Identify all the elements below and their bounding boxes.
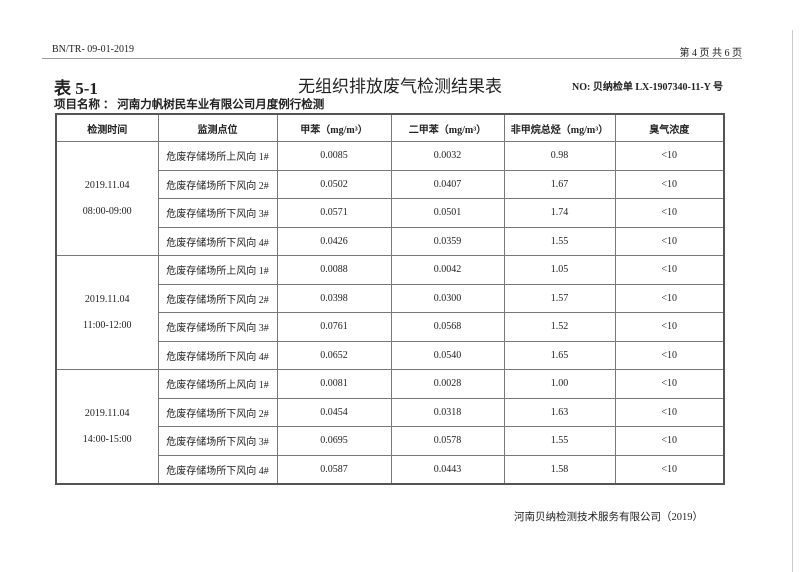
xylene-value: 0.0578	[390, 426, 505, 456]
page-title: 无组织排放废气检测结果表	[298, 77, 502, 96]
table-row: 危废存储场所下风向 2# 0.0454 0.0318 1.63 <10	[56, 397, 725, 427]
odor-value: <10	[614, 340, 725, 370]
column-header: 检测时间	[55, 113, 159, 142]
sampling-period: 08:00-09:00	[82, 205, 132, 217]
monitoring-point: 危废存储场所下风向 4#	[157, 340, 278, 370]
sampling-time-cell: 2019.11.04 11:00-12:00	[55, 255, 159, 370]
monitoring-point: 危废存储场所下风向 4#	[157, 454, 278, 485]
page-edge	[792, 30, 793, 572]
sampling-date: 2019.11.04	[84, 293, 130, 305]
odor-value: <10	[614, 226, 725, 256]
column-header: 二甲苯（mg/m³）	[390, 113, 505, 142]
monitoring-point: 危废存储场所下风向 2#	[157, 169, 278, 199]
header-divider	[42, 58, 742, 59]
xylene-value: 0.0540	[390, 340, 505, 370]
toluene-value: 0.0587	[276, 454, 392, 485]
nmhc-value: 1.65	[503, 340, 616, 370]
monitoring-point: 危废存储场所下风向 3#	[157, 312, 278, 342]
column-header: 甲苯（mg/m³）	[276, 113, 392, 142]
sampling-date: 2019.11.04	[84, 179, 130, 191]
sampling-period: 11:00-12:00	[82, 319, 132, 331]
xylene-value: 0.0359	[390, 226, 505, 256]
nmhc-value: 1.00	[503, 369, 616, 399]
monitoring-point: 危废存储场所下风向 3#	[157, 426, 278, 456]
monitoring-point: 危废存储场所下风向 4#	[157, 226, 278, 256]
odor-value: <10	[614, 312, 725, 342]
monitoring-point: 危废存储场所下风向 3#	[157, 198, 278, 228]
table-row: 危废存储场所下风向 2# 0.0398 0.0300 1.57 <10	[56, 283, 725, 313]
sampling-time-cell: 2019.11.04 14:00-15:00	[55, 369, 159, 485]
monitoring-point: 危废存储场所上风向 1#	[157, 141, 278, 171]
nmhc-value: 1.05	[503, 255, 616, 285]
toluene-value: 0.0571	[276, 198, 392, 228]
odor-value: <10	[614, 369, 725, 399]
xylene-value: 0.0032	[390, 141, 505, 171]
odor-value: <10	[614, 283, 725, 313]
sampling-date: 2019.11.04	[84, 407, 130, 419]
nmhc-value: 0.98	[503, 141, 616, 171]
sampling-period: 14:00-15:00	[82, 433, 132, 445]
table-number: 表 5-1	[54, 79, 98, 98]
monitoring-point: 危废存储场所下风向 2#	[157, 397, 278, 427]
table-header: 检测时间 监测点位 甲苯（mg/m³） 二甲苯（mg/m³） 非甲烷总烃（mg/m³）臭…	[55, 113, 725, 142]
table-row: 危废存储场所下风向 3# 0.0695 0.0578 1.55 <10	[56, 426, 725, 456]
nmhc-value: 1.67	[503, 169, 616, 199]
toluene-value: 0.0081	[276, 369, 392, 399]
results-table: 检测时间 监测点位 甲苯（mg/m³） 二甲苯（mg/m³） 非甲烷总烃（mg/m³）臭…	[55, 113, 725, 485]
monitoring-point: 危废存储场所上风向 1#	[157, 369, 278, 399]
nmhc-value: 1.55	[503, 226, 616, 256]
nmhc-value: 1.52	[503, 312, 616, 342]
table-row: 危废存储场所下风向 3# 0.0761 0.0568 1.52 <10	[56, 312, 725, 342]
toluene-value: 0.0695	[276, 426, 392, 456]
xylene-value: 0.0042	[390, 255, 505, 285]
report-number: NO: 贝纳检单 LX-1907340-11-Y 号	[571, 82, 723, 93]
toluene-value: 0.0454	[276, 397, 392, 427]
xylene-value: 0.0300	[390, 283, 505, 313]
xylene-value: 0.0501	[390, 198, 505, 228]
nmhc-value: 1.63	[503, 397, 616, 427]
xylene-value: 0.0568	[390, 312, 505, 342]
odor-value: <10	[614, 255, 725, 285]
column-header: 臭气浓度	[614, 113, 725, 142]
toluene-value: 0.0761	[276, 312, 392, 342]
nmhc-value: 1.57	[503, 283, 616, 313]
table-row: 2019.11.04 11:00-12:00 危废存储场所上风向 1# 0.0088 0…	[55, 255, 725, 370]
monitoring-point: 危废存储场所下风向 2#	[157, 283, 278, 313]
table-row: 危废存储场所下风向 4# 0.0426 0.0359 1.55 <10	[56, 226, 725, 256]
toluene-value: 0.0426	[276, 226, 392, 256]
odor-value: <10	[614, 169, 725, 199]
table-row: 2019.11.04 14:00-15:00 危废存储场所上风向 1# 0.0081 0…	[55, 369, 725, 485]
column-header: 非甲烷总烃（mg/m³）	[503, 113, 616, 142]
odor-value: <10	[614, 397, 725, 427]
odor-value: <10	[614, 426, 725, 456]
toluene-value: 0.0652	[276, 340, 392, 370]
toluene-value: 0.0502	[276, 169, 392, 199]
odor-value: <10	[614, 198, 725, 228]
document-code: BN/TR- 09-01-2019	[52, 44, 134, 55]
toluene-value: 0.0088	[276, 255, 392, 285]
xylene-value: 0.0318	[390, 397, 505, 427]
toluene-value: 0.0085	[276, 141, 392, 171]
toluene-value: 0.0398	[276, 283, 392, 313]
nmhc-value: 1.58	[503, 454, 616, 485]
project-name: 项目名称 ： 河南力帆树民车业有限公司月度例行检测	[54, 99, 325, 111]
nmhc-value: 1.55	[503, 426, 616, 456]
monitoring-point: 危废存储场所上风向 1#	[157, 255, 278, 285]
odor-value: <10	[614, 454, 725, 485]
table-row: 危废存储场所下风向 4# 0.0587 0.0443 1.58 <10	[56, 454, 725, 485]
odor-value: <10	[614, 141, 725, 171]
xylene-value: 0.0407	[390, 169, 505, 199]
nmhc-value: 1.74	[503, 198, 616, 228]
page-number: 第 4 页 共 6 页	[679, 48, 743, 59]
table-row: 2019.11.04 08:00-09:00 危废存储场所上风向 1# 0.0085 0…	[55, 141, 725, 256]
column-header: 监测点位	[157, 113, 278, 142]
table-row: 危废存储场所下风向 2# 0.0502 0.0407 1.67 <10	[56, 169, 725, 199]
sampling-time-cell: 2019.11.04 08:00-09:00	[55, 141, 159, 256]
footer-company: 河南贝纳检测技术服务有限公司（2019）	[514, 512, 703, 523]
xylene-value: 0.0028	[390, 369, 505, 399]
xylene-value: 0.0443	[390, 454, 505, 485]
